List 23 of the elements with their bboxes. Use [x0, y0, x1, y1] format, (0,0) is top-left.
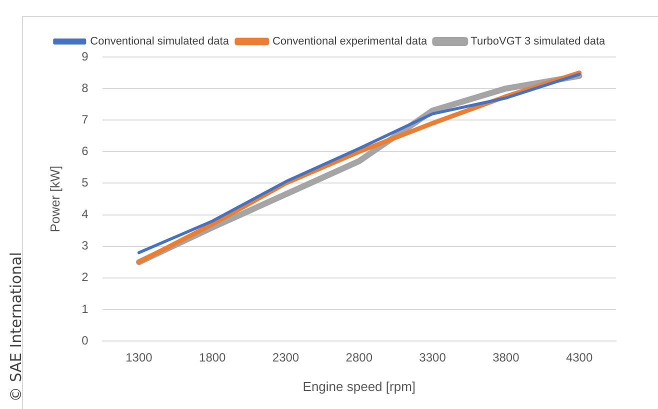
y-tick-label: 2 — [82, 270, 89, 284]
legend-label: TurboVGT 3 simulated data — [470, 36, 606, 48]
y-tick-label: 1 — [82, 302, 89, 316]
x-tick-label: 3800 — [492, 350, 520, 365]
x-tick-label: 2800 — [346, 350, 373, 365]
legend-label: Conventional simulated data — [90, 36, 230, 48]
y-tick-label: 8 — [82, 80, 89, 95]
x-tick-label: 1800 — [199, 350, 226, 365]
y-tick-label: 9 — [82, 49, 89, 64]
y-tick-label: 4 — [82, 207, 89, 222]
x-axis-title: Engine speed [rpm] — [302, 378, 416, 394]
x-tick-label: 3300 — [419, 350, 446, 365]
y-tick-label: 7 — [82, 112, 89, 126]
y-tick-label: 6 — [82, 144, 89, 158]
y-tick-label: 3 — [82, 238, 89, 253]
y-tick-label: 0 — [82, 333, 89, 348]
legend-label: Conventional experimental data — [272, 36, 428, 48]
x-tick-label: 4300 — [566, 350, 593, 365]
y-axis-title: Power [kW] — [47, 166, 62, 232]
x-tick-label: 1300 — [126, 350, 153, 365]
text: © SAE International — [7, 251, 25, 404]
x-tick-label: 2300 — [272, 350, 300, 365]
y-tick-label: 5 — [82, 176, 89, 190]
